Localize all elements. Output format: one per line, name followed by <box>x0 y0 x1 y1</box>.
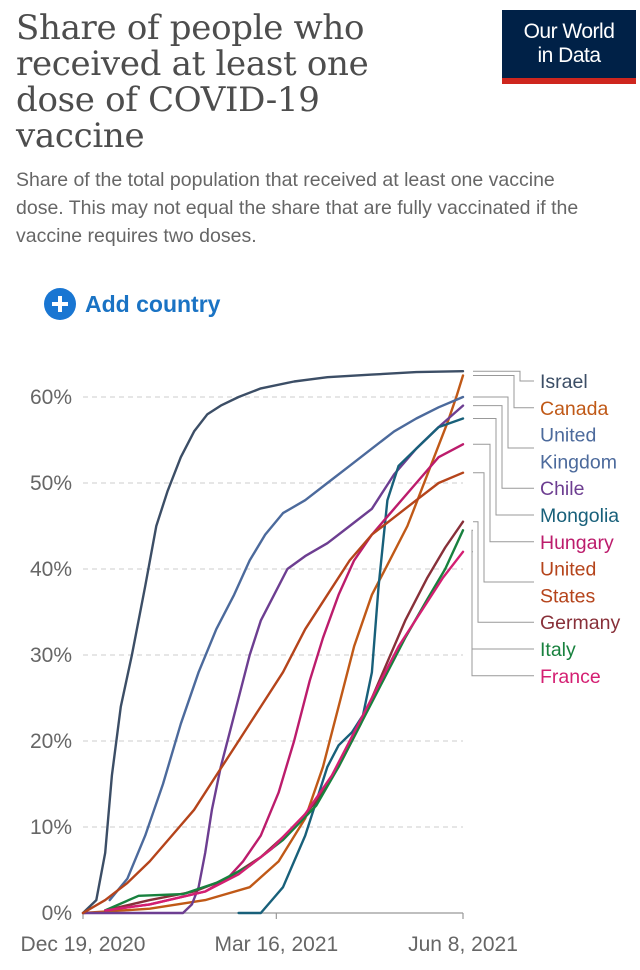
add-country-button[interactable]: Add country <box>44 288 220 320</box>
series-line-israel[interactable] <box>81 370 465 915</box>
chart-subtitle: Share of the total population that recei… <box>16 169 579 247</box>
legend-connector <box>471 551 534 677</box>
legend-connector <box>473 418 534 516</box>
legend-connector <box>473 472 534 583</box>
legend-label-united-kingdom[interactable]: Kingdom <box>540 451 617 473</box>
legend-label-france[interactable]: France <box>540 666 601 688</box>
plus-circle-icon <box>44 288 76 320</box>
series-line-chile[interactable] <box>81 404 465 915</box>
legend-connector <box>473 405 534 489</box>
y-tick-label: 50% <box>30 472 72 495</box>
series-line-united-states[interactable] <box>81 471 465 915</box>
add-country-label: Add country <box>85 290 221 317</box>
legend-label-israel[interactable]: Israel <box>540 371 588 393</box>
legend-connector <box>471 529 534 650</box>
axis-layer: 0% 10% 20% 30% 40% 50% 60% Dec 19, 2020 Mar 16, … <box>21 386 518 956</box>
line-chart: 0% 10% 20% 30% 40% 50% 60% Dec 19, 2020 Mar 16, … <box>21 370 620 956</box>
y-tick-label: 0% <box>42 902 72 925</box>
legend-connector <box>473 396 534 449</box>
series-line-france[interactable] <box>104 550 465 912</box>
series-line-canada[interactable] <box>81 374 465 915</box>
logo-line-2: in Data <box>537 44 601 67</box>
y-tick-label: 20% <box>30 730 72 753</box>
grid-layer <box>83 396 463 828</box>
x-tick-label: Jun 8, 2021 <box>408 933 518 956</box>
legend-label-italy[interactable]: Italy <box>540 639 576 661</box>
y-tick-label: 10% <box>30 816 72 839</box>
legend-label-united-states[interactable]: States <box>540 585 596 607</box>
x-tick-label: Mar 16, 2021 <box>214 933 338 956</box>
legend-label-chile[interactable]: Chile <box>540 478 584 500</box>
y-tick-label: 60% <box>30 386 72 409</box>
y-tick-label: 40% <box>30 558 72 581</box>
legend-label-united-kingdom[interactable]: United <box>540 425 596 447</box>
y-tick-label: 30% <box>30 644 72 667</box>
series-layer <box>81 370 465 915</box>
series-line-mongolia[interactable] <box>237 417 465 915</box>
series-line-united-kingdom[interactable] <box>108 395 465 902</box>
legend-label-germany[interactable]: Germany <box>540 612 620 634</box>
legend-label-hungary[interactable]: Hungary <box>540 532 614 554</box>
legend-connector <box>473 443 534 543</box>
x-tick-label: Dec 19, 2020 <box>21 933 146 956</box>
legend-label-canada[interactable]: Canada <box>540 398 608 420</box>
logo-line-1: Our World <box>523 20 615 43</box>
legend-label-united-states[interactable]: United <box>540 559 596 581</box>
legend-layer: Israel Canada United Kingdom Chile Mongolia Hu… <box>471 370 620 688</box>
legend-connector <box>473 521 534 623</box>
legend-connector <box>473 370 534 382</box>
legend-connector <box>473 375 534 409</box>
legend-label-mongolia[interactable]: Mongolia <box>540 505 619 527</box>
owid-logo[interactable]: Our World in Data <box>502 10 636 84</box>
chart-title: Share of people who received at least on… <box>16 8 369 156</box>
